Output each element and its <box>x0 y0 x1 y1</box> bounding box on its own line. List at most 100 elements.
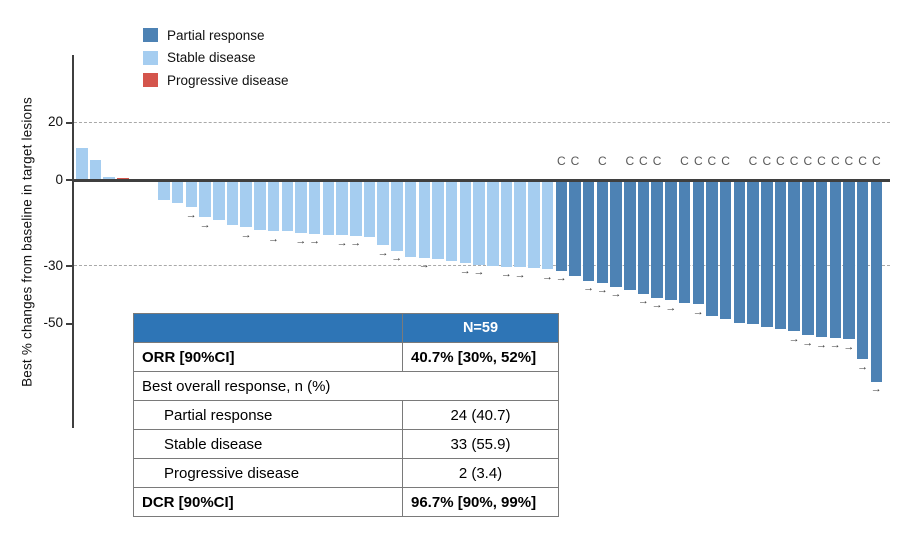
progressive-disease-swatch-icon <box>143 73 158 88</box>
waterfall-bar <box>706 180 718 316</box>
waterfall-bar <box>322 180 335 235</box>
waterfall-bar <box>295 180 307 234</box>
table-row-best-overall-response: Best overall response, n (%) <box>133 371 559 401</box>
y-axis-line <box>72 55 74 428</box>
table-row-dcr: DCR [90%CI] 96.7% [90%, 99%] <box>133 487 559 517</box>
ongoing-treatment-arrow-icon: → <box>651 299 663 312</box>
ongoing-treatment-arrow-icon: → <box>610 288 622 301</box>
axis-tick-label: 20 <box>47 114 63 130</box>
ongoing-treatment-arrow-icon: → <box>788 332 800 345</box>
waterfall-bar <box>391 180 403 251</box>
confirmed-response-marker: C <box>830 154 840 168</box>
confirmed-response-marker: C <box>776 154 785 168</box>
waterfall-bar <box>541 180 554 269</box>
axis-tick <box>66 265 73 268</box>
waterfall-bar <box>226 180 239 226</box>
waterfall-bar <box>747 180 759 325</box>
legend-item-stable-disease: Stable disease <box>143 47 289 70</box>
ongoing-treatment-arrow-icon: → <box>377 246 389 259</box>
axis-tick <box>66 121 73 124</box>
table-row-partial-response: Partial response 24 (40.7) <box>133 400 559 430</box>
ongoing-treatment-arrow-icon: → <box>418 259 430 271</box>
ongoing-treatment-arrow-icon: → <box>802 336 814 349</box>
stable-disease-swatch-icon <box>143 50 158 65</box>
ongoing-treatment-arrow-icon: → <box>391 252 403 265</box>
progressive-disease-label: Progressive disease <box>133 458 403 488</box>
confirmed-response-marker: C <box>625 154 635 168</box>
ongoing-treatment-arrow-icon: → <box>473 266 485 279</box>
dcr-label: DCR [90%CI] <box>133 487 403 517</box>
ongoing-treatment-arrow-icon: → <box>240 228 252 241</box>
waterfall-bar <box>665 180 677 300</box>
ongoing-treatment-arrow-icon: → <box>336 236 348 249</box>
axis-tick <box>66 322 73 325</box>
confirmed-response-marker: C <box>693 154 703 168</box>
waterfall-bar <box>254 180 266 231</box>
waterfall-bar <box>158 180 170 201</box>
response-summary-table: N=59 ORR [90%CI] 40.7% [30%, 52%] Best o… <box>133 313 559 517</box>
ongoing-treatment-arrow-icon: → <box>596 284 608 297</box>
waterfall-bar <box>815 180 828 337</box>
waterfall-bar <box>76 148 88 180</box>
ongoing-treatment-arrow-icon: → <box>843 340 855 353</box>
table-header-blank-cell <box>133 313 403 343</box>
legend-item-progressive-disease: Progressive disease <box>143 69 289 92</box>
ongoing-treatment-arrow-icon: → <box>637 295 649 308</box>
confirmed-response-marker: C <box>817 154 826 168</box>
table-row-stable-disease: Stable disease 33 (55.9) <box>133 429 559 459</box>
waterfall-bar <box>445 180 458 262</box>
confirmed-response-marker: C <box>803 154 813 168</box>
waterfall-bar <box>856 180 869 360</box>
waterfall-bar <box>624 180 636 290</box>
y-axis-label: Best % changes from baseline in target l… <box>19 97 35 387</box>
confirmed-response-marker: C <box>844 154 854 168</box>
waterfall-bar <box>733 180 746 323</box>
confirmed-response-marker: C <box>680 154 689 168</box>
ongoing-treatment-arrow-icon: → <box>816 338 827 351</box>
waterfall-bar <box>487 180 499 266</box>
zero-baseline <box>72 179 890 182</box>
ongoing-treatment-arrow-icon: → <box>857 360 869 373</box>
ongoing-treatment-arrow-icon: → <box>309 235 321 248</box>
confirmed-response-marker: C <box>748 154 758 168</box>
waterfall-bar <box>788 180 800 331</box>
stable-disease-value: 33 (55.9) <box>402 429 559 459</box>
reference-gridline <box>74 121 890 123</box>
legend: Partial response Stable disease Progress… <box>143 24 289 92</box>
waterfall-bar <box>89 159 102 180</box>
waterfall-bar <box>459 180 472 264</box>
progressive-disease-value: 2 (3.4) <box>402 458 559 488</box>
waterfall-bar <box>569 180 581 276</box>
confirmed-response-marker: C <box>598 154 607 168</box>
ongoing-treatment-arrow-icon: → <box>514 268 526 281</box>
axis-tick-label: -50 <box>43 315 63 330</box>
confirmed-response-marker: C <box>789 154 799 168</box>
ongoing-treatment-arrow-icon: → <box>583 281 595 294</box>
axis-tick-label: -30 <box>43 257 63 273</box>
waterfall-bar <box>103 176 115 180</box>
waterfall-bar <box>678 180 691 303</box>
confirmed-response-marker: C <box>721 154 730 168</box>
table-header-row: N=59 <box>133 313 559 343</box>
ongoing-treatment-arrow-icon: → <box>350 237 362 250</box>
best-overall-response-label: Best overall response, n (%) <box>133 371 559 401</box>
legend-label: Progressive disease <box>167 72 289 88</box>
ongoing-treatment-arrow-icon: → <box>199 218 211 231</box>
confirmed-response-marker: C <box>871 154 881 168</box>
orr-value: 40.7% [30%, 52%] <box>402 342 559 372</box>
ongoing-treatment-arrow-icon: → <box>870 383 882 395</box>
legend-label: Stable disease <box>167 50 256 66</box>
waterfall-bar <box>829 180 841 338</box>
waterfall-bar <box>404 180 417 257</box>
waterfall-bar <box>363 180 376 238</box>
ongoing-treatment-arrow-icon: → <box>295 234 307 247</box>
reference-gridline <box>74 265 890 267</box>
ongoing-treatment-arrow-icon: → <box>500 268 512 281</box>
waterfall-bar <box>761 180 773 327</box>
partial-response-swatch-icon <box>143 28 158 43</box>
waterfall-bar <box>651 180 663 298</box>
legend-item-partial-response: Partial response <box>143 24 289 47</box>
ongoing-treatment-arrow-icon: → <box>268 232 279 245</box>
dcr-value: 96.7% [90%, 99%] <box>402 487 559 517</box>
